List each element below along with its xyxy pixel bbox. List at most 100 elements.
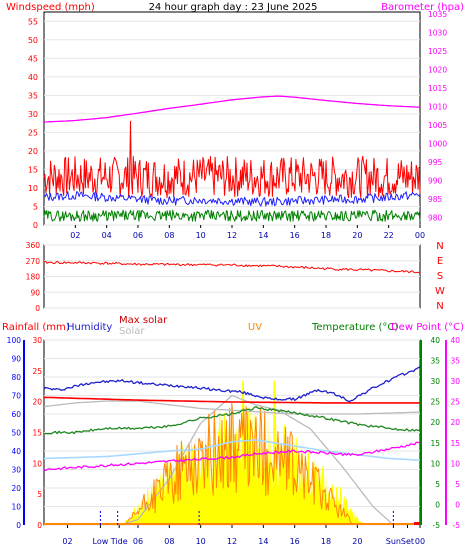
dew-point-y-tick-label: 15: [450, 439, 460, 448]
humidity-y-tick-label: 0: [16, 521, 21, 530]
legend-dew-point: Dew Point (°C): [391, 322, 464, 333]
max-solar-line: [43, 400, 420, 415]
wind-y-tick-label: 35: [28, 91, 38, 100]
humidity-y-tick-label: 90: [11, 355, 21, 364]
legend-max-solar: Max solar: [119, 315, 168, 326]
temperature-y-tick-label: 30: [430, 377, 440, 386]
temperature-y-tick-label: -5: [433, 521, 441, 530]
rain-y-tick-label: 25: [32, 367, 42, 376]
rain-x-tick-label: 16: [290, 537, 300, 546]
barometer-y-tick-label: 995: [428, 158, 443, 167]
direction-y-tick-label: 180: [26, 273, 41, 282]
wind-x-tick-label: 16: [290, 231, 300, 240]
wind-x-tick-label: 02: [70, 231, 80, 240]
barometer-y-tick-label: 1000: [428, 140, 447, 149]
wind-y-tick-label: 55: [28, 17, 38, 26]
rain-x-tick-label: Low: [93, 537, 109, 546]
barometer-y-tick-label: 1030: [428, 28, 447, 37]
humidity-y-tick-label: 100: [7, 336, 22, 345]
barometer-y-tick-label: 1015: [428, 84, 447, 93]
legend-rainfall: Rainfall (mm): [2, 322, 70, 333]
temperature-y-tick-label: 15: [430, 439, 440, 448]
dew-point-y-tick-label: 10: [450, 459, 460, 468]
wind-y-tick-label: 30: [28, 110, 38, 119]
rain-y-tick-label: 10: [32, 459, 42, 468]
wind-x-tick-label: 00: [415, 231, 425, 240]
humidity-y-tick-label: 80: [11, 373, 21, 382]
wind-y-tick-label: 0: [33, 221, 38, 230]
humidity-y-tick-label: 50: [11, 429, 21, 438]
humidity-y-tick-label: 30: [11, 466, 21, 475]
dew-point-y-tick-label: 40: [450, 336, 460, 345]
rain-y-tick-label: 20: [32, 398, 42, 407]
rain-y-tick-label: 0: [37, 521, 42, 530]
legend-solar: Solar: [119, 326, 145, 337]
max-solar-curve: [120, 394, 393, 526]
temperature-y-tick-label: 35: [430, 357, 440, 366]
compass-label: E: [437, 256, 443, 267]
temperature-y-tick-label: 25: [430, 398, 440, 407]
wind-x-tick-label: 18: [321, 231, 331, 240]
compass-label: N: [436, 241, 443, 252]
legend-temperature: Temperature (°C): [311, 322, 398, 333]
barometer-y-tick-label: 1035: [428, 10, 447, 19]
barometer-y-tick-label: 980: [428, 214, 443, 223]
rain-x-tick-label: 08: [164, 537, 174, 546]
direction-y-tick-label: 0: [35, 304, 40, 313]
wind-x-tick-label: 12: [227, 231, 237, 240]
rain-x-tick-label: 14: [258, 537, 268, 546]
compass-label: W: [435, 286, 445, 297]
wind-x-tick-label: 10: [196, 231, 206, 240]
wind-gust-line: [43, 120, 421, 199]
humidity-line: [43, 366, 421, 403]
wind-average-line: [43, 191, 421, 207]
barometer-axis-title: Barometer (hpa): [381, 2, 464, 13]
rain-end-marker: [414, 522, 420, 525]
temperature-y-tick-label: 20: [430, 418, 440, 427]
barometer-y-tick-label: 990: [428, 177, 443, 186]
humidity-y-tick-label: 60: [11, 410, 21, 419]
wind-x-tick-label: 04: [102, 231, 112, 240]
temperature-y-tick-label: 10: [430, 459, 440, 468]
wind-x-tick-label: 08: [164, 231, 174, 240]
dew-point-y-tick-label: -5: [453, 521, 461, 530]
wind-y-tick-label: 10: [28, 184, 38, 193]
rain-x-tick-label: Set: [401, 537, 414, 546]
rain-y-tick-label: 15: [32, 429, 42, 438]
rain-y-tick-label: 30: [32, 336, 42, 345]
rain-x-tick-label: Sun: [386, 537, 401, 546]
compass-label: N: [436, 301, 443, 312]
wind-low-line: [43, 209, 421, 222]
wind-y-tick-label: 20: [28, 147, 38, 156]
wind-direction-line: [43, 260, 421, 274]
rain-x-tick-label: 06: [133, 537, 143, 546]
barometer-y-tick-label: 1005: [428, 121, 447, 130]
windspeed-axis-title: Windspeed (mph): [6, 2, 95, 13]
dew-point-line: [43, 441, 421, 472]
wind-x-tick-label: 14: [258, 231, 268, 240]
barometer-y-tick-label: 1010: [428, 102, 447, 111]
temperature-line: [44, 406, 421, 435]
wind-x-tick-label: 06: [133, 231, 143, 240]
dew-point-y-tick-label: 30: [450, 377, 460, 386]
dew-point-y-tick-label: 20: [450, 418, 460, 427]
wind-y-tick-label: 25: [28, 128, 38, 137]
legend-uv: UV: [248, 322, 262, 333]
uv-line: [125, 402, 354, 526]
humidity-y-tick-label: 40: [11, 447, 21, 456]
humidity-y-tick-label: 20: [11, 484, 21, 493]
wind-y-tick-label: 5: [33, 202, 38, 211]
rain-x-tick-label: 12: [227, 537, 237, 546]
barometer-y-tick-label: 985: [428, 195, 443, 204]
rain-x-tick-label: 02: [62, 537, 72, 546]
rain-x-tick-label: 00: [415, 537, 425, 546]
direction-y-tick-label: 360: [26, 241, 41, 250]
dew-point-y-tick-label: 35: [450, 357, 460, 366]
dew-point-y-tick-label: 25: [450, 398, 460, 407]
temperature-y-tick-label: 40: [430, 336, 440, 345]
rain-x-tick-label: Tide: [110, 537, 128, 546]
barometer-y-tick-label: 1025: [428, 47, 447, 56]
temperature-y-tick-label: 5: [435, 480, 440, 489]
